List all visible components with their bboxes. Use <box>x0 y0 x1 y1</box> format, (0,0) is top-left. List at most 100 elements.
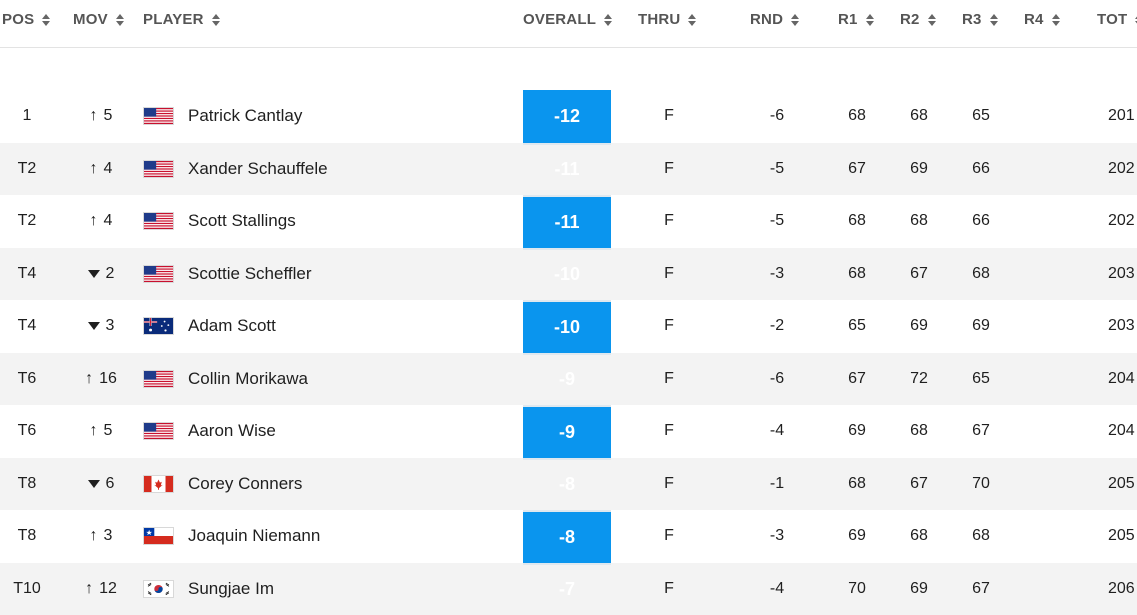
usa-flag-icon <box>143 405 174 458</box>
header-label: OVERALL <box>523 11 596 28</box>
total-score: 205 <box>1108 510 1137 563</box>
r1-score: 70 <box>838 563 876 615</box>
player-name[interactable]: Scott Stallings <box>188 195 296 248</box>
movement: 6 <box>76 458 126 511</box>
total-score: 202 <box>1108 195 1137 248</box>
round-score: -5 <box>752 143 802 196</box>
header-label: THRU <box>638 11 680 28</box>
header-label: R3 <box>962 11 982 28</box>
r4-score <box>1024 405 1062 458</box>
header-label: PLAYER <box>143 11 204 28</box>
position: T4 <box>0 300 54 353</box>
player-name[interactable]: Joaquin Niemann <box>188 510 320 563</box>
sort-r3-header[interactable]: R3 <box>962 11 998 28</box>
round-score: -3 <box>752 510 802 563</box>
overall-score: -8 <box>523 458 611 511</box>
total-score: 205 <box>1108 458 1137 511</box>
round-score: -4 <box>752 563 802 615</box>
player-name[interactable]: Xander Schauffele <box>188 143 328 196</box>
r4-score <box>1024 510 1062 563</box>
r3-score: 65 <box>962 353 1000 406</box>
kor-flag-icon <box>143 563 174 615</box>
triangle-down-icon <box>88 322 100 330</box>
overall-score: -8 <box>523 510 611 563</box>
triangle-down-icon <box>88 480 100 488</box>
arrow-up-icon: ↑ <box>90 422 98 440</box>
player-name[interactable]: Aaron Wise <box>188 405 276 458</box>
thru: F <box>640 90 698 143</box>
r1-score: 69 <box>838 510 876 563</box>
round-score: -6 <box>752 353 802 406</box>
sort-icon <box>688 14 696 26</box>
leaderboard-header: POS MOV PLAYER OVERALL THRU RND R1 R2 R3… <box>0 0 1137 48</box>
total-score: 202 <box>1108 143 1137 196</box>
r1-score: 68 <box>838 458 876 511</box>
header-label: POS <box>2 11 34 28</box>
r2-score: 68 <box>900 90 938 143</box>
sort-r2-header[interactable]: R2 <box>900 11 936 28</box>
r1-score: 68 <box>838 90 876 143</box>
round-score: -3 <box>752 248 802 301</box>
player-name[interactable]: Corey Conners <box>188 458 302 511</box>
thru: F <box>640 510 698 563</box>
sort-icon <box>928 14 936 26</box>
arrow-up-icon: ↑ <box>90 212 98 230</box>
sort-mov-header[interactable]: MOV <box>73 11 124 28</box>
sort-rnd-header[interactable]: RND <box>750 11 799 28</box>
r1-score: 68 <box>838 248 876 301</box>
sort-pos-header[interactable]: POS <box>2 11 50 28</box>
position: T10 <box>0 563 54 615</box>
round-score: -4 <box>752 405 802 458</box>
movement: ↑5 <box>76 90 126 143</box>
sort-r4-header[interactable]: R4 <box>1024 11 1060 28</box>
r1-score: 69 <box>838 405 876 458</box>
overall-score: -7 <box>523 563 611 615</box>
sort-icon <box>1052 14 1060 26</box>
overall-score: -9 <box>523 353 611 406</box>
header-label: MOV <box>73 11 108 28</box>
sort-icon <box>866 14 874 26</box>
position: 1 <box>0 90 54 143</box>
thru: F <box>640 563 698 615</box>
player-name[interactable]: Patrick Cantlay <box>188 90 302 143</box>
total-score: 203 <box>1108 300 1137 353</box>
arrow-up-icon: ↑ <box>90 527 98 545</box>
r2-score: 68 <box>900 195 938 248</box>
player-name[interactable]: Collin Morikawa <box>188 353 308 406</box>
position: T8 <box>0 458 54 511</box>
player-name[interactable]: Sungjae Im <box>188 563 274 615</box>
sort-player-header[interactable]: PLAYER <box>143 11 220 28</box>
r2-score: 69 <box>900 300 938 353</box>
usa-flag-icon <box>143 143 174 196</box>
sort-overall-header[interactable]: OVERALL <box>523 11 612 28</box>
sort-r1-header[interactable]: R1 <box>838 11 874 28</box>
header-label: R2 <box>900 11 920 28</box>
player-name[interactable]: Scottie Scheffler <box>188 248 311 301</box>
r4-score <box>1024 143 1062 196</box>
movement-value: 4 <box>104 160 113 178</box>
r4-score <box>1024 248 1062 301</box>
r2-score: 67 <box>900 458 938 511</box>
sort-tot-header[interactable]: TOT <box>1097 11 1137 28</box>
overall-score: -12 <box>523 90 611 143</box>
player-name[interactable]: Adam Scott <box>188 300 276 353</box>
overall-score: -11 <box>523 143 611 196</box>
r4-score <box>1024 195 1062 248</box>
movement-value: 4 <box>104 212 113 230</box>
thru: F <box>640 300 698 353</box>
r4-score <box>1024 563 1062 615</box>
position: T8 <box>0 510 54 563</box>
thru: F <box>640 195 698 248</box>
sort-thru-header[interactable]: THRU <box>638 11 696 28</box>
